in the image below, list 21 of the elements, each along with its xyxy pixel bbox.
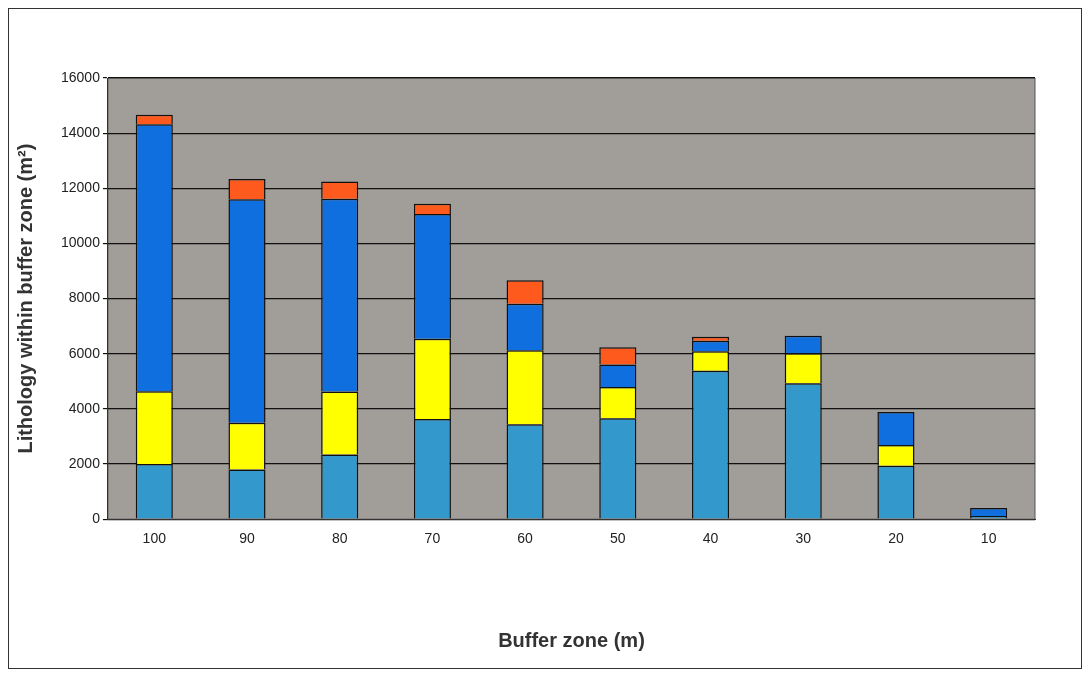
x-tick-label: 80 [331,530,348,547]
y-tick-label: 8000 [68,289,101,306]
x-tick-label: 90 [239,530,255,547]
y-tick-label: 2000 [68,454,101,471]
x-tick-label: 30 [795,530,812,547]
y-tick-label: 6000 [68,344,101,361]
y-tick-label: 0 [92,510,101,527]
x-tick-label: 60 [517,530,534,547]
y-tick-label: 4000 [68,399,101,416]
x-tick-label: 70 [424,530,441,547]
x-tick-label: 100 [142,530,167,547]
y-tick-label: 14000 [60,124,101,141]
y-axis-title: Lithology within buffer zone (m²) [13,143,36,454]
y-tick-label: 16000 [60,68,101,85]
y-tick-label: 12000 [60,179,101,196]
y-tick-label: 10000 [60,234,101,251]
x-tick-label: 50 [610,530,626,547]
x-tick-label: 40 [702,530,719,547]
x-tick-label: 10 [980,530,997,547]
x-axis-title: Buffer zone (m) [498,628,645,651]
x-tick-label: 20 [888,530,904,547]
